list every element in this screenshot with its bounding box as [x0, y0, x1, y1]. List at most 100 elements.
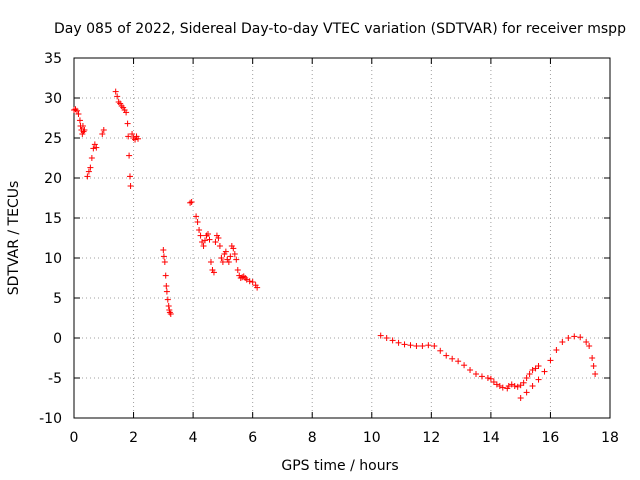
data-point — [135, 135, 142, 142]
data-point — [571, 333, 578, 340]
x-tick-label: 8 — [308, 430, 317, 446]
data-point — [473, 371, 479, 377]
data-point — [216, 243, 223, 249]
data-point — [205, 231, 211, 237]
data-point — [541, 368, 548, 375]
data-point — [218, 255, 225, 261]
data-point — [511, 383, 518, 389]
data-point — [88, 155, 95, 161]
x-tick-label: 6 — [248, 430, 257, 446]
data-point — [90, 145, 97, 152]
data-point — [419, 343, 426, 349]
data-point — [233, 256, 240, 263]
data-point — [222, 248, 229, 255]
data-point — [132, 136, 139, 143]
data-point — [227, 253, 234, 260]
data-point — [443, 352, 450, 359]
data-point — [577, 334, 584, 341]
data-point — [425, 342, 432, 349]
data-point — [526, 371, 533, 377]
y-tick-label: 35 — [44, 51, 62, 67]
data-point — [401, 341, 408, 348]
data-point — [389, 337, 396, 344]
data-point — [547, 357, 554, 364]
grid-lines — [74, 58, 610, 418]
data-point — [520, 379, 527, 386]
y-tick-label: 15 — [44, 211, 62, 227]
data-point — [478, 373, 485, 380]
data-point — [193, 213, 200, 220]
axis-ticks — [73, 57, 611, 419]
data-point — [127, 183, 134, 189]
data-point — [535, 363, 542, 369]
data-point — [114, 93, 121, 100]
data-point — [249, 279, 256, 285]
x-tick-label: 18 — [601, 430, 619, 446]
data-point — [583, 339, 590, 345]
data-point — [81, 127, 88, 133]
data-point — [126, 152, 133, 159]
data-point — [76, 117, 83, 124]
data-point — [163, 288, 170, 295]
data-point — [413, 343, 420, 349]
x-tick-label: 4 — [189, 430, 198, 446]
data-point — [239, 274, 246, 281]
data-point — [230, 245, 237, 252]
y-tick-label: 25 — [44, 131, 62, 147]
data-point — [234, 267, 241, 273]
data-point — [535, 376, 542, 383]
data-point — [202, 237, 209, 244]
data-markers — [71, 88, 599, 401]
data-point — [71, 107, 77, 113]
data-point — [407, 342, 414, 349]
data-point — [93, 144, 100, 151]
y-tick-label: 5 — [53, 291, 62, 307]
x-tick-label: 10 — [363, 430, 381, 446]
data-point — [161, 259, 168, 265]
data-point — [112, 88, 119, 95]
data-point — [529, 383, 536, 389]
data-point — [200, 243, 207, 249]
data-point — [499, 384, 506, 391]
data-point — [123, 109, 130, 116]
data-point — [126, 173, 133, 180]
plot-frame — [73, 57, 611, 419]
data-point — [254, 284, 261, 291]
x-tick-label: 16 — [542, 430, 560, 446]
data-point — [165, 303, 172, 309]
data-point — [187, 199, 194, 206]
data-point — [163, 283, 170, 289]
data-point — [219, 259, 226, 265]
y-axis-label: SDTVAR / TECUs — [6, 181, 22, 296]
data-point — [87, 164, 94, 171]
data-point — [162, 272, 169, 279]
data-point — [449, 355, 456, 362]
x-tick-labels: 0 2 4 6 8 10 12 14 16 18 — [70, 430, 619, 446]
x-tick-label: 12 — [422, 430, 440, 446]
data-point — [589, 355, 596, 361]
data-point — [75, 111, 82, 117]
data-point — [206, 236, 213, 243]
x-tick-label: 14 — [482, 430, 500, 446]
data-point — [160, 253, 167, 260]
data-point — [523, 375, 530, 381]
y-tick-label: 30 — [44, 91, 62, 107]
data-point — [461, 362, 468, 369]
data-point — [210, 269, 217, 276]
data-point — [246, 278, 253, 285]
data-point — [377, 332, 384, 339]
data-point — [487, 375, 494, 382]
data-point — [125, 133, 132, 140]
data-point — [590, 363, 597, 369]
data-point — [91, 141, 98, 148]
data-point — [196, 227, 203, 233]
data-point — [160, 247, 167, 253]
data-point — [383, 335, 390, 341]
data-point — [514, 383, 521, 390]
data-point — [225, 259, 232, 265]
x-tick-label: 0 — [70, 430, 79, 446]
data-point — [100, 127, 107, 133]
data-point — [188, 199, 195, 205]
data-point — [73, 107, 80, 114]
